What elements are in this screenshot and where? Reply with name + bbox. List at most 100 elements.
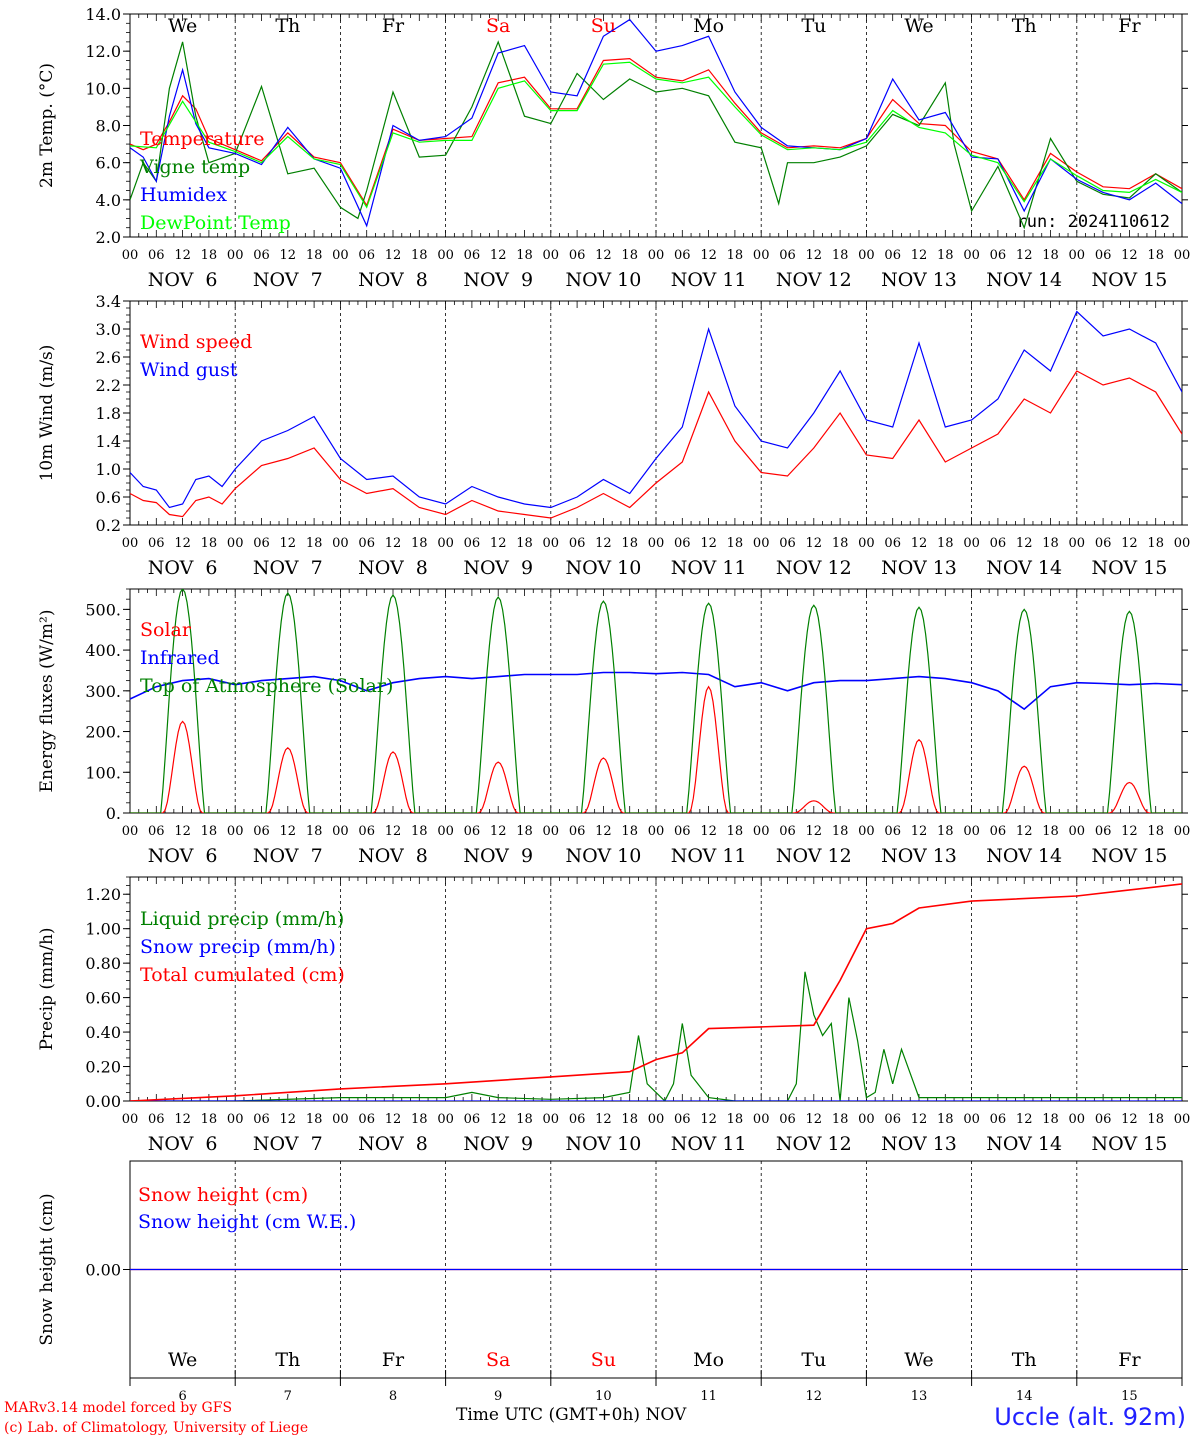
hour-tick-label: 18 — [1042, 824, 1059, 839]
y-tick-label: 0.60 — [85, 989, 121, 1008]
date-label: NOV 8 — [358, 845, 428, 867]
y-tick-label: 14.0 — [85, 5, 121, 24]
hour-tick-label: 00 — [332, 248, 349, 263]
date-label: NOV 7 — [253, 557, 323, 579]
y-tick-label: 1.20 — [85, 885, 121, 904]
panel-3: 0. 100. 200. 300. 400. 500. Energy fluxes (W/m… — [37, 588, 1191, 867]
y-tick-label: 0.6 — [96, 488, 121, 507]
hour-tick-label: 18 — [516, 536, 533, 551]
hour-tick-label: 18 — [1147, 536, 1164, 551]
hour-tick-label: 00 — [437, 824, 454, 839]
hour-tick-label: 00 — [543, 248, 560, 263]
hour-tick-label: 06 — [464, 536, 481, 551]
model-credit: MARv3.14 model forced by GFS — [4, 1400, 233, 1416]
hour-tick-label: 06 — [464, 1112, 481, 1127]
hour-tick-label: 18 — [411, 536, 428, 551]
weekday-label: Su — [591, 1349, 616, 1371]
hour-tick-label: 06 — [884, 1112, 901, 1127]
day-number-label: 8 — [389, 1389, 397, 1404]
y-tick-label: 300. — [85, 682, 121, 701]
date-label: NOV 6 — [148, 269, 218, 291]
date-label: NOV 10 — [565, 557, 641, 579]
series-line — [130, 61, 1182, 209]
date-label: NOV 8 — [358, 269, 428, 291]
day-number-label: 9 — [494, 1389, 502, 1404]
date-label: NOV 13 — [881, 557, 957, 579]
hour-tick-label: 00 — [963, 248, 980, 263]
hour-tick-label: 00 — [543, 1112, 560, 1127]
hour-tick-label: 12 — [280, 1112, 297, 1127]
legend-entry: Temperature — [140, 128, 264, 150]
hour-tick-label: 12 — [911, 248, 928, 263]
hour-tick-label: 12 — [595, 824, 612, 839]
hour-tick-label: 18 — [1042, 536, 1059, 551]
legend-entry: Snow height (cm) — [138, 1184, 308, 1206]
hour-tick-label: 06 — [990, 1112, 1007, 1127]
date-label: NOV 7 — [253, 269, 323, 291]
y-tick-label: 0.2 — [96, 516, 121, 535]
y-tick-label: 100. — [85, 763, 121, 782]
weekday-label: We — [168, 1349, 197, 1371]
hour-tick-label: 06 — [1095, 1112, 1112, 1127]
series-group — [130, 589, 1182, 813]
hour-tick-label: 18 — [1147, 1112, 1164, 1127]
hour-tick-label: 00 — [1174, 536, 1191, 551]
hour-tick-label: 06 — [569, 824, 586, 839]
y-tick-label: 0.00 — [85, 1261, 121, 1280]
hour-tick-label: 06 — [1095, 824, 1112, 839]
hour-tick-label: 00 — [648, 1112, 665, 1127]
hour-tick-label: 06 — [253, 824, 270, 839]
day-number-label: 14 — [1016, 1389, 1033, 1404]
hour-tick-label: 12 — [385, 824, 402, 839]
hour-tick-label: 00 — [963, 536, 980, 551]
hour-tick-label: 00 — [753, 536, 770, 551]
y-axis-label: Precip (mm/h) — [37, 927, 57, 1050]
hour-tick-label: 06 — [358, 1112, 375, 1127]
hour-tick-label: 12 — [595, 1112, 612, 1127]
hour-tick-label: 12 — [1121, 824, 1138, 839]
legend-entry: Wind gust — [140, 359, 238, 381]
legend-entry: Top of Atmosphere (Solar) — [140, 675, 393, 697]
hour-tick-label: 18 — [621, 536, 638, 551]
day-number-label: 12 — [806, 1389, 823, 1404]
y-tick-label: 4.0 — [96, 191, 121, 210]
series-line — [130, 685, 1182, 813]
y-tick-label: 3.0 — [96, 320, 121, 339]
series-line — [130, 40, 1182, 230]
weekday-label: Mo — [693, 15, 724, 37]
hour-tick-label: 12 — [385, 536, 402, 551]
legend-entry: DewPoint Temp — [140, 212, 291, 234]
legend-entry: Infrared — [140, 647, 220, 669]
date-label: NOV 14 — [986, 557, 1062, 579]
hour-tick-label: 00 — [332, 536, 349, 551]
y-tick-label: 0.00 — [85, 1092, 121, 1111]
hour-tick-label: 06 — [779, 536, 796, 551]
hour-tick-label: 12 — [1121, 248, 1138, 263]
date-label: NOV 6 — [148, 557, 218, 579]
hour-tick-label: 12 — [1016, 1112, 1033, 1127]
hour-tick-label: 18 — [411, 248, 428, 263]
hour-tick-label: 12 — [911, 1112, 928, 1127]
hour-tick-label: 00 — [227, 248, 244, 263]
series-line — [130, 671, 1182, 711]
hour-tick-label: 06 — [990, 248, 1007, 263]
hour-tick-label: 00 — [332, 1112, 349, 1127]
hour-tick-label: 00 — [1174, 824, 1191, 839]
y-tick-label: 200. — [85, 723, 121, 742]
hour-tick-label: 12 — [700, 536, 717, 551]
day-number-label: 15 — [1121, 1389, 1138, 1404]
date-label: NOV 11 — [671, 557, 747, 579]
hour-tick-label: 12 — [700, 824, 717, 839]
lab-credit: (c) Lab. of Climatology, University of L… — [4, 1420, 309, 1436]
hour-tick-label: 18 — [516, 824, 533, 839]
day-number-label: 6 — [178, 1389, 186, 1404]
hour-tick-label: 12 — [490, 536, 507, 551]
hour-tick-label: 18 — [516, 1112, 533, 1127]
weekday-label: Tu — [801, 1349, 826, 1371]
hour-tick-label: 06 — [358, 536, 375, 551]
date-label: NOV 11 — [671, 845, 747, 867]
legend-entry: Wind speed — [140, 331, 252, 353]
weekday-label: Sa — [486, 1349, 510, 1371]
date-label: NOV 14 — [986, 269, 1062, 291]
panel-1: 2.0 4.0 6.0 8.0 10.0 12.0 14.0 2m Temp. (°C) 00 0… — [37, 5, 1190, 291]
